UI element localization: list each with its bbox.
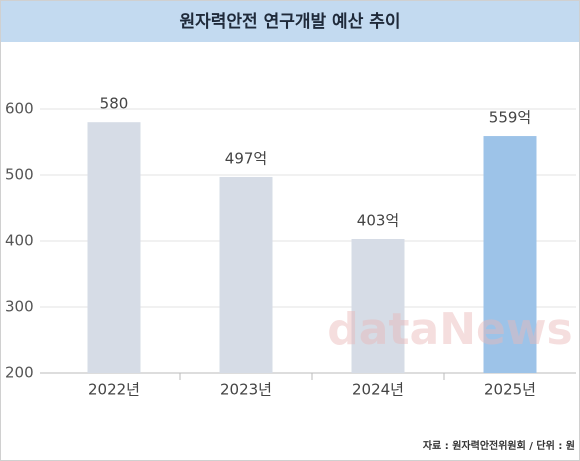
x-tick-label: 2022년	[88, 381, 140, 399]
x-tick-label: 2023년	[220, 381, 272, 399]
x-tick-label: 2025년	[484, 381, 536, 399]
source-note: 자료 : 원자력안전위원회 / 단위 : 원	[423, 439, 575, 452]
bar	[483, 136, 537, 373]
y-tick-label: 600	[5, 100, 34, 118]
y-tick-label: 200	[5, 364, 34, 382]
value-label: 497억	[225, 149, 267, 167]
value-label: 559억	[489, 109, 531, 127]
x-tick-label: 2024년	[352, 381, 404, 399]
y-tick-label: 500	[5, 166, 34, 184]
bar	[219, 176, 273, 373]
y-tick-label: 300	[5, 298, 34, 316]
bar	[351, 239, 405, 373]
bar	[87, 122, 141, 373]
chart-title: 원자력안전 연구개발 예산 추이	[179, 12, 400, 32]
y-tick-label: 400	[5, 232, 34, 250]
title-band	[1, 1, 579, 42]
watermark: dataNews	[327, 304, 572, 355]
value-label: 403억	[357, 212, 399, 230]
value-label: 580	[100, 95, 129, 113]
